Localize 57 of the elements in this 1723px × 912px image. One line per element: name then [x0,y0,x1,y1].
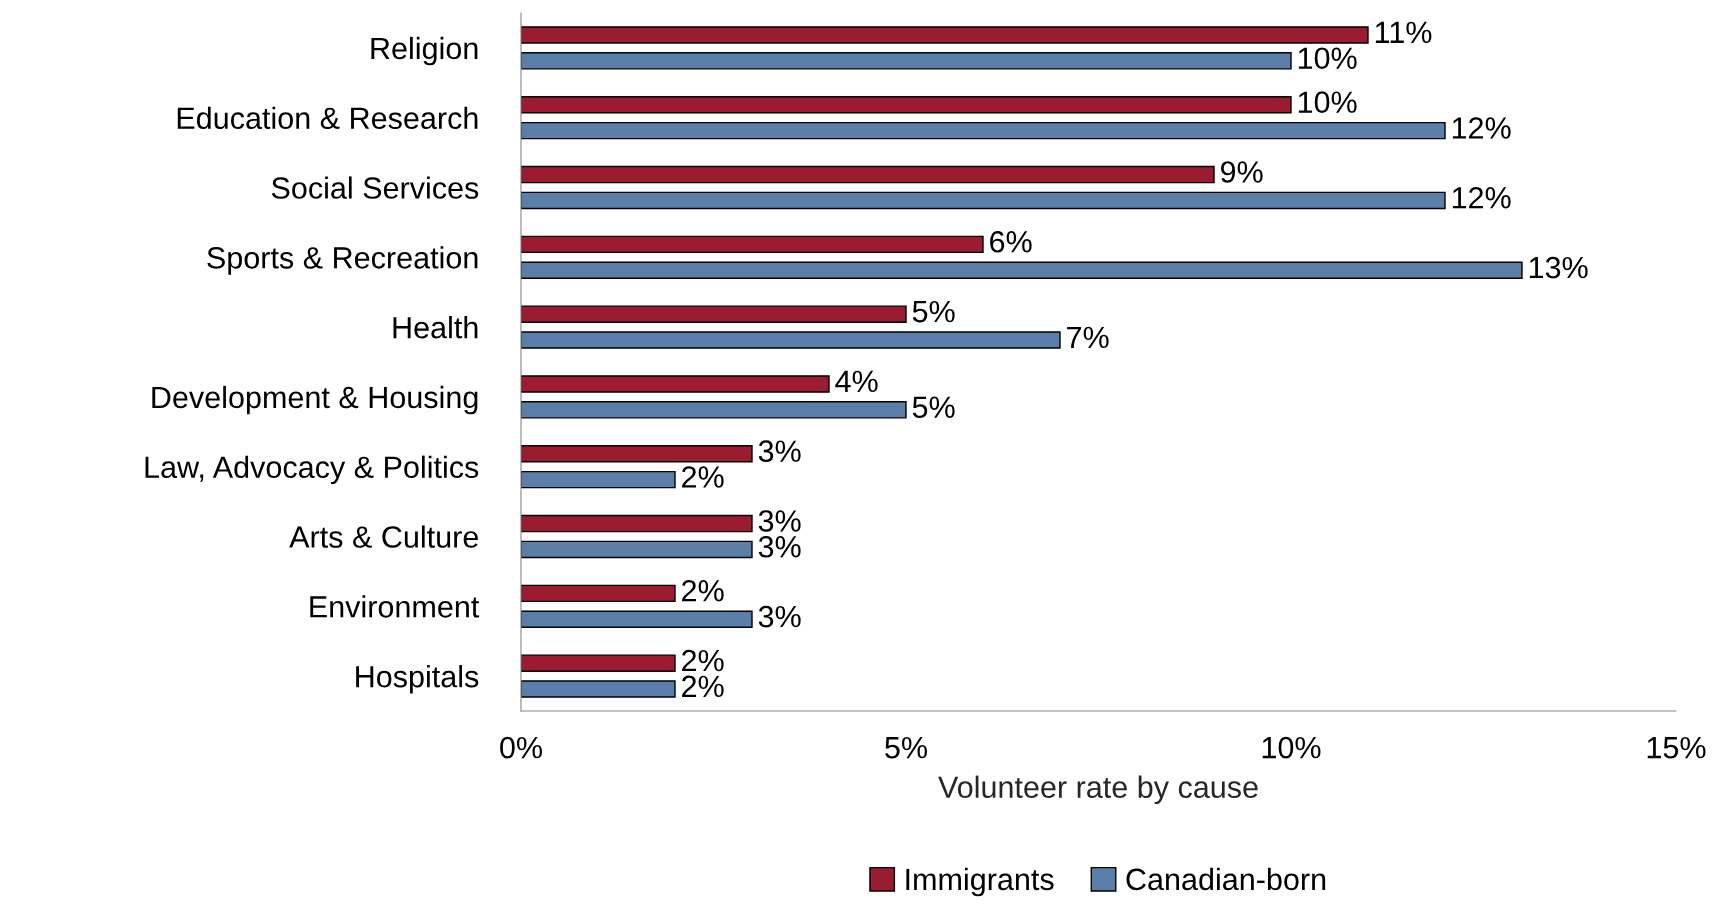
y-tick-label: Sports & Recreation [207,246,478,275]
bar [521,375,830,393]
data-label: 2% [682,466,724,488]
bar [521,52,1292,70]
bar [521,584,676,603]
bar [521,680,676,698]
data-label: 2% [682,649,724,672]
data-label: 12% [1452,117,1511,139]
y-tick-label: Education & Research [177,106,478,130]
data-label: 10% [1298,91,1357,113]
bar [521,401,907,419]
data-label: 3% [758,440,801,462]
bar [521,121,1446,140]
data-label: 2% [682,579,724,602]
data-label: 3% [758,510,801,532]
y-tick-label: Development & Housing [152,385,478,415]
data-label: 6% [990,230,1032,253]
data-label: 2% [682,675,724,698]
x-tick-label: 10% [1262,736,1321,759]
y-tick-label: Environment [310,595,480,618]
data-label: 4% [835,370,878,393]
data-label: 3% [758,535,801,558]
data-label: 7% [1067,326,1109,349]
y-tick-label: Religion [371,36,478,66]
y-tick-label: Arts & Culture [289,525,478,548]
bar [521,331,1061,349]
x-tick-label: 0% [500,736,542,759]
bar [521,540,753,559]
data-label: 5% [912,300,955,323]
bar [521,26,1369,44]
y-tick-label: Hospitals [356,665,479,694]
data-label: 3% [758,605,801,628]
data-label: 12% [1452,186,1511,209]
bar [521,96,1292,114]
bar [521,514,753,533]
data-label: 13% [1529,256,1588,279]
bar [521,165,1215,184]
bar [521,191,1446,210]
bar [521,235,984,254]
y-tick-label: Social Services [271,176,479,199]
bar [521,654,676,672]
data-label: 5% [912,396,955,419]
data-label: 9% [1220,161,1263,183]
bar [521,445,753,463]
data-label: 11% [1375,21,1432,44]
bar [521,261,1523,279]
x-tick-label: 15% [1647,736,1706,759]
bar [521,305,907,323]
bar [521,610,753,628]
x-axis-title: Volunteer rate by cause [938,775,1258,805]
y-tick-label: Health [393,316,478,339]
x-tick-label: 5% [885,736,927,759]
bar [521,470,676,489]
legend-label: Canadian-born [1126,867,1326,891]
legend-label: Immigrants [906,867,1054,897]
data-label: 10% [1298,47,1357,70]
y-tick-label: Law, Advocacy & Politics [145,455,479,485]
